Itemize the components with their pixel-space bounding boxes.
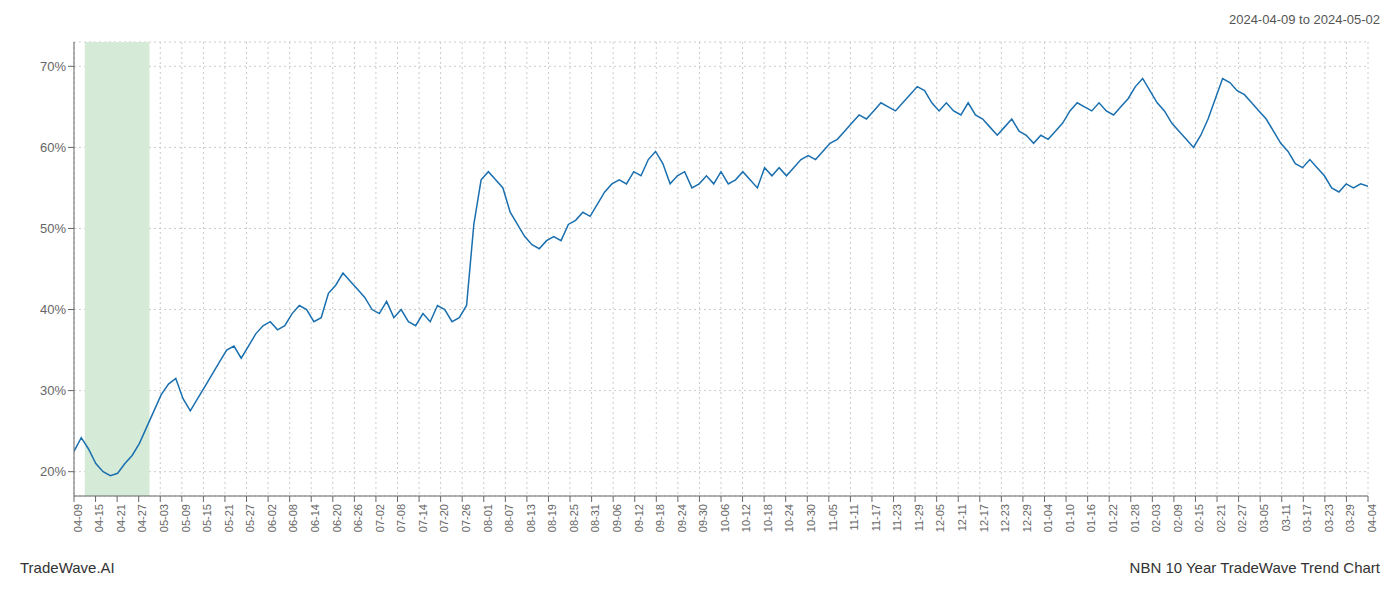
svg-text:12-11: 12-11 (956, 504, 968, 531)
svg-text:02-27: 02-27 (1236, 504, 1248, 532)
svg-text:03-05: 03-05 (1258, 504, 1270, 532)
svg-text:10-12: 10-12 (740, 504, 752, 532)
svg-text:09-18: 09-18 (654, 504, 666, 532)
svg-text:02-21: 02-21 (1215, 504, 1227, 532)
svg-text:04-09: 04-09 (72, 504, 84, 532)
svg-text:09-12: 09-12 (633, 504, 645, 532)
svg-text:07-20: 07-20 (438, 504, 450, 532)
svg-text:40%: 40% (40, 302, 66, 317)
svg-text:10-24: 10-24 (784, 504, 796, 532)
svg-text:12-23: 12-23 (999, 504, 1011, 532)
svg-text:05-03: 05-03 (158, 504, 170, 532)
svg-text:08-01: 08-01 (482, 504, 494, 532)
svg-text:07-02: 07-02 (374, 504, 386, 532)
svg-text:03-29: 03-29 (1344, 504, 1356, 532)
svg-text:06-14: 06-14 (309, 504, 321, 532)
svg-text:08-31: 08-31 (589, 504, 601, 532)
html-text:NBN 10 Year TradeWave Trend Ch: NBN 10 Year TradeWave Trend Chart (1129, 558, 1380, 576)
svg-text:07-14: 07-14 (417, 504, 429, 532)
svg-text:12-17: 12-17 (978, 504, 990, 532)
svg-text:05-09: 05-09 (180, 504, 192, 532)
svg-text:10-30: 10-30 (805, 504, 817, 532)
svg-text:03-17: 03-17 (1301, 504, 1313, 532)
svg-text:12-05: 12-05 (934, 504, 946, 532)
svg-text:11-17: 11-17 (870, 504, 882, 531)
svg-text:03-11: 03-11 (1280, 504, 1292, 531)
svg-text:12-29: 12-29 (1021, 504, 1033, 532)
svg-text:08-07: 08-07 (503, 504, 515, 532)
svg-text:60%: 60% (40, 140, 66, 155)
svg-text:09-06: 09-06 (611, 504, 623, 532)
svg-text:08-13: 08-13 (525, 504, 537, 532)
svg-text:04-15: 04-15 (93, 504, 105, 532)
svg-text:20%: 20% (40, 464, 66, 479)
svg-text:05-27: 05-27 (244, 504, 256, 532)
svg-text:06-26: 06-26 (352, 504, 364, 532)
svg-text:09-24: 09-24 (676, 504, 688, 532)
svg-text:03-23: 03-23 (1323, 504, 1335, 532)
svg-text:01-04: 01-04 (1042, 504, 1054, 532)
svg-text:50%: 50% (40, 221, 66, 236)
svg-text:06-02: 06-02 (266, 504, 278, 532)
svg-text:06-08: 06-08 (287, 504, 299, 532)
svg-text:11-23: 11-23 (891, 504, 903, 531)
svg-text:05-15: 05-15 (201, 504, 213, 532)
svg-text:09-30: 09-30 (697, 504, 709, 532)
svg-text:04-27: 04-27 (137, 504, 149, 532)
svg-text:30%: 30% (40, 383, 66, 398)
svg-text:02-09: 02-09 (1172, 504, 1184, 532)
svg-text:06-20: 06-20 (331, 504, 343, 532)
svg-text:04-04: 04-04 (1366, 504, 1378, 532)
svg-text:05-21: 05-21 (223, 504, 235, 532)
svg-text:11-05: 11-05 (827, 504, 839, 531)
svg-text:10-06: 10-06 (719, 504, 731, 532)
svg-text:02-15: 02-15 (1193, 504, 1205, 532)
svg-text:08-25: 08-25 (568, 504, 580, 532)
html-text:TradeWave.AI: TradeWave.AI (20, 558, 115, 576)
svg-text:70%: 70% (40, 59, 66, 74)
svg-text:01-16: 01-16 (1085, 504, 1097, 532)
svg-text:08-19: 08-19 (546, 504, 558, 532)
svg-text:11-29: 11-29 (913, 504, 925, 531)
svg-text:01-10: 01-10 (1064, 504, 1076, 532)
svg-text:01-22: 01-22 (1107, 504, 1119, 532)
svg-text:07-26: 07-26 (460, 504, 472, 532)
svg-text:11-11: 11-11 (848, 504, 860, 531)
svg-text:07-08: 07-08 (395, 504, 407, 532)
svg-text:02-03: 02-03 (1150, 504, 1162, 532)
html-text:2024-04-09 to 2024-05-02: 2024-04-09 to 2024-05-02 (1228, 12, 1380, 27)
svg-text:04-21: 04-21 (115, 504, 127, 532)
svg-text:10-18: 10-18 (762, 504, 774, 532)
svg-text:01-28: 01-28 (1129, 504, 1141, 532)
